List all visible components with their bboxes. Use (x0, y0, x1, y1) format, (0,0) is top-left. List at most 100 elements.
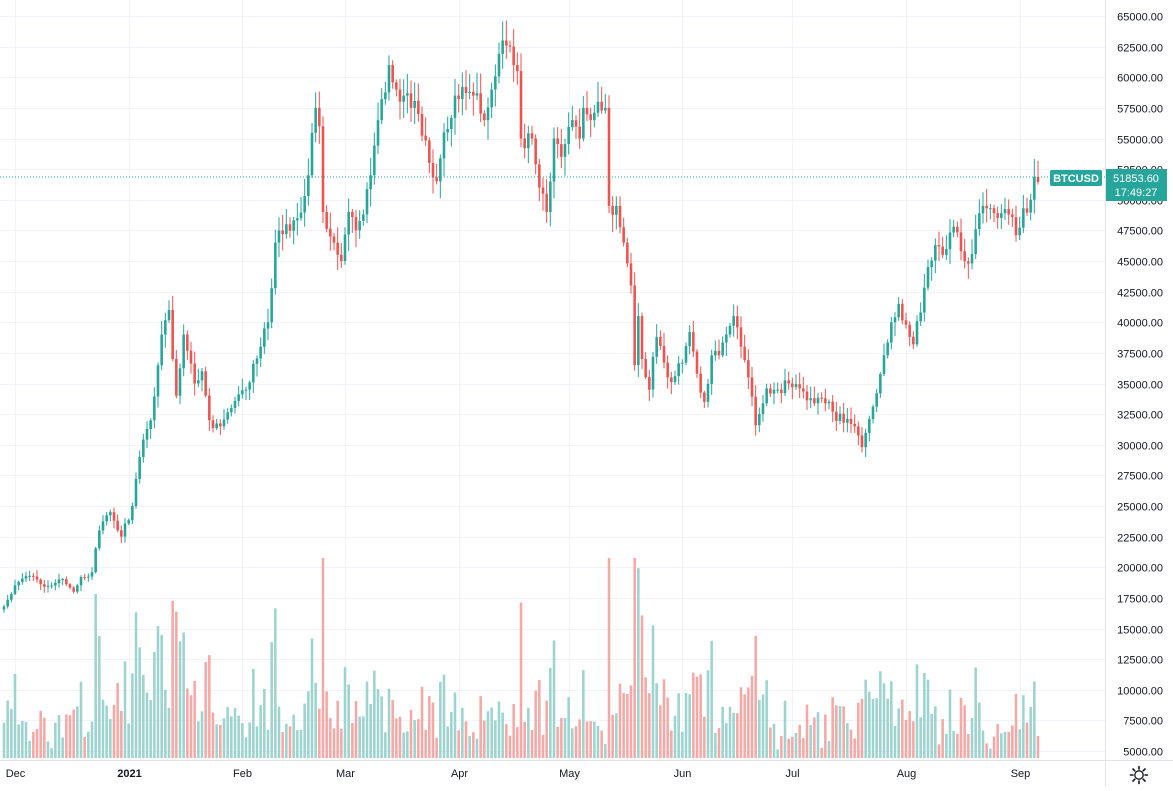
candle-body-down (626, 242, 629, 264)
candle-body-up (923, 287, 926, 313)
volume-bar-down (332, 728, 336, 758)
volume-bar-down (417, 719, 420, 758)
volume-bar-up (76, 706, 79, 758)
candle-body-up (552, 138, 556, 182)
volume-bar-down (578, 719, 581, 758)
volume-bar-up (2, 722, 6, 758)
volume-bar-up (215, 724, 218, 758)
volume-bar-up (593, 721, 596, 758)
candle-body-up (2, 606, 6, 610)
volume-bar-up (182, 632, 185, 758)
candle-body-down (1011, 214, 1014, 218)
candle-body-down (967, 261, 970, 264)
candle-body-down (354, 217, 358, 231)
volume-bar-up (134, 612, 138, 758)
volume-bar-up (549, 667, 552, 758)
price-tick-label: 42500.00 (1117, 288, 1163, 300)
candle-body-up (1003, 209, 1007, 214)
volume-bar-down (695, 676, 699, 758)
candle-body-down (281, 230, 284, 235)
volume-bar-up (233, 708, 237, 758)
volume-bar-down (351, 723, 354, 758)
volume-bar-up (1000, 733, 1003, 758)
volume-bar-up (160, 634, 163, 758)
volume-bar-down (354, 701, 358, 758)
candle-body-up (241, 390, 244, 395)
candle-body-up (149, 420, 152, 430)
candle-body-down (629, 263, 633, 286)
candle-body-up (299, 212, 303, 219)
volume-bar-up (50, 748, 53, 758)
candle-body-down (120, 530, 123, 537)
volume-bar-down (754, 635, 757, 758)
candle-body-down (912, 336, 915, 345)
candle-body-up (945, 249, 948, 255)
volume-bar-up (13, 673, 17, 758)
settings-gear-icon[interactable] (1128, 764, 1150, 786)
volume-bar-up (46, 741, 50, 758)
candle-body-up (882, 355, 886, 375)
volume-bar-up (274, 608, 277, 758)
candle-body-up (145, 429, 149, 440)
candle-body-up (277, 230, 281, 243)
candle-body-up (721, 342, 724, 356)
candle-body-down (699, 373, 702, 393)
volume-bar-down (519, 602, 523, 758)
candle-body-up (637, 316, 640, 366)
candle-body-up (446, 129, 449, 133)
candle-body-up (765, 388, 768, 404)
volume-bar-down (622, 692, 625, 758)
candle-body-up (879, 374, 882, 394)
candle-body-down (743, 346, 746, 361)
volume-bar-up (501, 712, 504, 758)
candle-body-down (391, 65, 394, 83)
candle-body-up (783, 380, 787, 394)
volume-bar-up (552, 640, 556, 758)
volume-bar-up (226, 706, 229, 758)
price-tick-label: 27500.00 (1117, 471, 1163, 483)
volume-bar-up (442, 674, 446, 758)
candle-body-down (787, 380, 790, 384)
candle-body-down (35, 576, 39, 580)
price-axis[interactable]: 65000.00 62500.00 60000.00 57500.00 55000.00… (1117, 12, 1163, 759)
volume-bar-up (897, 708, 900, 758)
volume-bar-down (472, 732, 475, 758)
volume-bar-up (651, 625, 655, 758)
volume-bar-down (937, 744, 941, 758)
volume-bar-up (497, 701, 501, 758)
volume-bar-down (340, 728, 343, 758)
time-axis[interactable]: Dec 2021 Feb Mar Apr May Jun Jul Aug Sep (6, 768, 1031, 780)
candle-body-up (54, 583, 57, 586)
candle-body-up (127, 520, 130, 524)
volume-bar-down (666, 697, 669, 758)
symbol-text: BTCUSD (1053, 173, 1099, 185)
price-tick-label: 20000.00 (1117, 563, 1163, 575)
volume-bar-down (648, 693, 651, 758)
candle-body-up (974, 229, 977, 255)
candle-body-up (87, 576, 90, 578)
candle-body-up (563, 144, 567, 157)
candle-body-down (325, 212, 328, 229)
price-tick-label: 5000.00 (1123, 747, 1163, 759)
volume-bar-down (512, 704, 515, 758)
volume-bar-down (321, 558, 325, 758)
volume-bar-up (765, 680, 768, 758)
volume-bar-down (391, 700, 394, 758)
volume-bar-down (541, 735, 545, 758)
candle-body-up (571, 120, 574, 127)
volume-bar-up (241, 723, 244, 758)
candle-body-up (461, 87, 464, 99)
candle-body-up (615, 205, 618, 215)
volume-bar-down (629, 685, 633, 758)
volume-bar-up (98, 636, 101, 758)
candle-body-up (230, 408, 233, 413)
volume-bar-up (486, 711, 490, 758)
candle-body-down (321, 126, 325, 212)
candle-body-down (186, 334, 189, 351)
candle-body-down (849, 418, 853, 424)
candle-body-down (622, 227, 625, 243)
candle-body-up (952, 226, 955, 233)
volume-bar-up (728, 706, 732, 758)
